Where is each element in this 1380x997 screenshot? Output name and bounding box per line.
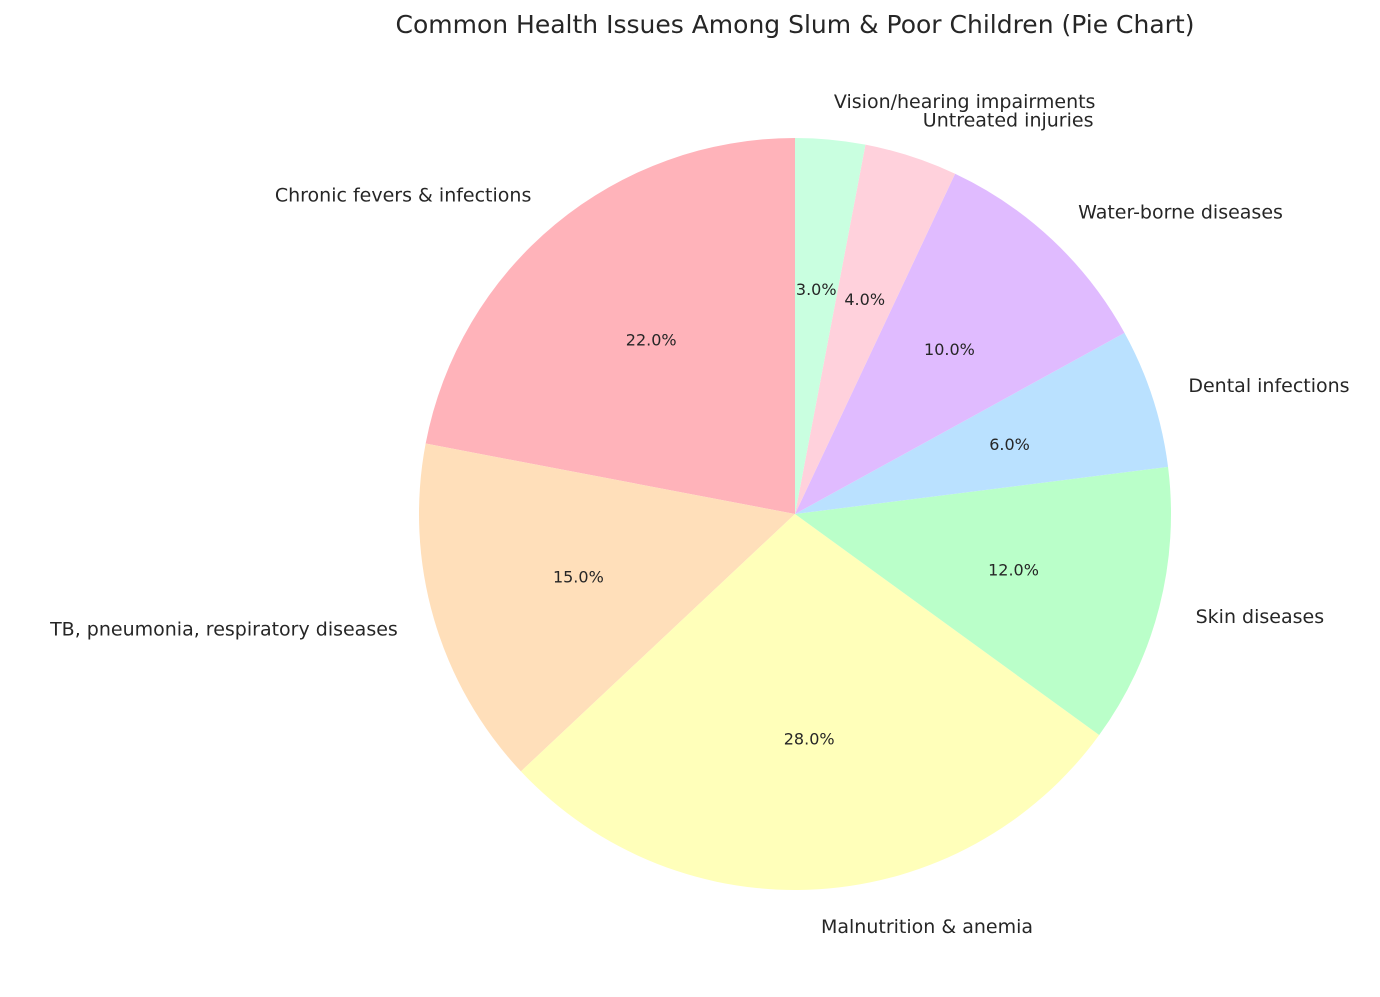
slice-labels: Chronic fevers & infections TB, pneumonia… [49, 91, 1349, 938]
pct-label-water-borne-diseases: 10.0% [924, 340, 975, 359]
pie-slice-water-borne-diseases [795, 173, 1125, 515]
slice-label-dental-infections: Dental infections [1188, 375, 1349, 397]
pie-slices [418, 137, 1172, 890]
pct-label-tb-pneumonia-respiratory-diseases: 15.0% [553, 567, 604, 586]
pie-slice-tb-pneumonia-respiratory-diseases [418, 443, 795, 772]
pct-label-chronic-fevers-infections: 22.0% [626, 331, 677, 350]
slice-label-chronic-fevers-infections: Chronic fevers & infections [275, 184, 532, 206]
pct-label-skin-diseases: 12.0% [988, 561, 1039, 580]
pie-slice-vision-hearing-impairments [795, 138, 866, 514]
pie-slice-malnutrition-anemia [520, 514, 1100, 890]
slice-label-skin-diseases: Skin diseases [1196, 606, 1324, 628]
slice-label-malnutrition-anemia: Malnutrition & anemia [821, 916, 1033, 938]
pie-slice-dental-infections [795, 332, 1169, 514]
slice-label-vision-hearing-impairments: Vision/hearing impairments [834, 91, 1096, 113]
pct-label-vision-hearing-impairments: 3.0% [796, 280, 837, 299]
pct-label-malnutrition-anemia: 28.0% [784, 730, 835, 749]
pct-label-untreated-injuries: 4.0% [844, 290, 885, 309]
pct-label-dental-infections: 6.0% [989, 435, 1030, 454]
pie-slice-untreated-injuries [795, 144, 956, 514]
pie-slice-skin-diseases [795, 466, 1172, 736]
slice-label-untreated-injuries: Untreated injuries [923, 110, 1094, 132]
pie-slice-chronic-fevers-infections [425, 137, 795, 514]
percentage-labels: 22.0% 15.0% 28.0% 12.0% 6.0% 10.0% 4.0% 3.0% [553, 280, 1039, 749]
slice-label-tb-pneumonia-respiratory-diseases: TB, pneumonia, respiratory diseases [49, 618, 398, 640]
slice-label-water-borne-diseases: Water-borne diseases [1078, 202, 1283, 224]
chart-title: Common Health Issues Among Slum & Poor C… [396, 10, 1195, 39]
